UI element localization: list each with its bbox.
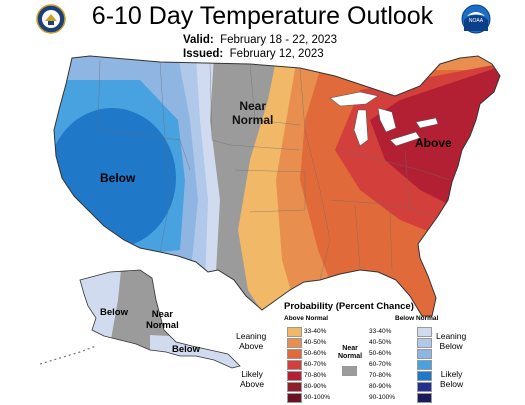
valid-line: Valid: February 18 - 22, 2023: [183, 34, 337, 46]
conus-outline: [53, 55, 501, 317]
legend-likely-below-1: Likely: [440, 369, 463, 379]
legend-above-swatch: [287, 382, 302, 392]
map-label-central: Near Normal: [232, 99, 273, 127]
noaa-logo-icon: NOAA: [461, 4, 491, 34]
legend-above-head: Above Normal: [284, 315, 329, 322]
legend-above-swatch: [287, 371, 302, 381]
legend-below-swatch: [417, 371, 432, 381]
map-label-alaska-central: Near Normal: [146, 309, 179, 331]
legend-below-range: 90-100%: [369, 394, 396, 401]
map-label-alaska-west: Below: [100, 307, 128, 318]
valid-dates: February 18 - 22, 2023: [220, 34, 338, 46]
legend-likely-below-2: Below: [440, 379, 464, 389]
legend-above-swatch: [287, 327, 302, 337]
legend-leaning-below: Leaning Below: [436, 331, 466, 351]
legend-above-swatch: [287, 349, 302, 359]
map-label-east: Above: [415, 136, 452, 150]
legend-above-swatch: [287, 393, 302, 403]
legend: Probability (Percent Chance) Above Norma…: [232, 301, 477, 405]
state-borders: [97, 59, 451, 281]
legend-title: Probability (Percent Chance): [284, 301, 414, 312]
legend-likely-above: Likely Above: [240, 369, 264, 389]
issued-line: Issued: February 12, 2023: [183, 48, 324, 60]
legend-above-range: 50-60%: [304, 350, 327, 357]
legend-below-head: Below Normal: [395, 315, 439, 322]
legend-leaning-above-1: Leaning: [236, 331, 267, 341]
legend-above-range: 70-80%: [304, 372, 327, 379]
legend-below-swatch: [417, 349, 432, 359]
map-label-central-line2: Normal: [232, 113, 274, 127]
great-lakes: [329, 91, 439, 147]
legend-leaning-below-2: Below: [439, 341, 463, 351]
legend-likely-above-1: Likely: [241, 369, 263, 379]
issued-label: Issued:: [183, 48, 224, 60]
legend-leaning-above: Leaning Above: [236, 331, 266, 351]
legend-below-swatch: [417, 338, 432, 348]
legend-above-range: 80-90%: [304, 383, 327, 390]
legend-near-normal-swatch: [342, 366, 357, 376]
alaska-outline: [79, 269, 241, 369]
valid-label: Valid:: [183, 34, 214, 46]
legend-below-range: 40-50%: [369, 339, 392, 346]
page-title: 6-10 Day Temperature Outlook: [91, 2, 434, 30]
noaa-logo-text: NOAA: [469, 18, 484, 24]
legend-likely-above-2: Above: [240, 379, 265, 389]
legend-likely-below: Likely Below: [440, 369, 463, 389]
legend-above-range: 90-100%: [304, 394, 331, 401]
legend-below-range: 60-70%: [369, 361, 392, 368]
legend-below-range: 80-90%: [369, 383, 392, 390]
legend-above-swatch: [287, 360, 302, 370]
commerce-seal-icon: [36, 4, 66, 34]
map-label-central-line1: Near: [239, 99, 267, 113]
legend-below-range: 70-80%: [369, 372, 392, 379]
map-label-alaska-central-line2: Normal: [146, 320, 179, 331]
legend-above-swatch: [287, 338, 302, 348]
legend-near-normal-label: Near Normal: [338, 345, 362, 361]
legend-below-swatch: [417, 360, 432, 370]
legend-leaning-above-2: Above: [239, 341, 264, 351]
legend-leaning-below-1: Leaning: [436, 331, 467, 341]
map-label-west: Below: [100, 171, 136, 185]
aleutian-islands: [39, 345, 97, 365]
legend-below-swatch: [417, 393, 432, 403]
legend-above-range: 33-40%: [304, 328, 327, 335]
legend-near-normal-line2: Normal: [338, 353, 363, 360]
legend-above-range: 60-70%: [304, 361, 327, 368]
legend-near-normal-line1: Near: [342, 345, 358, 352]
map-label-alaska-south: Below: [172, 344, 200, 355]
legend-below-range: 50-60%: [369, 350, 392, 357]
legend-below-swatch: [417, 382, 432, 392]
legend-below-swatch: [417, 327, 432, 337]
legend-below-range: 33-40%: [369, 328, 392, 335]
map-label-alaska-central-line1: Near: [151, 309, 173, 320]
legend-above-range: 40-50%: [304, 339, 327, 346]
issued-date: February 12, 2023: [229, 48, 324, 60]
